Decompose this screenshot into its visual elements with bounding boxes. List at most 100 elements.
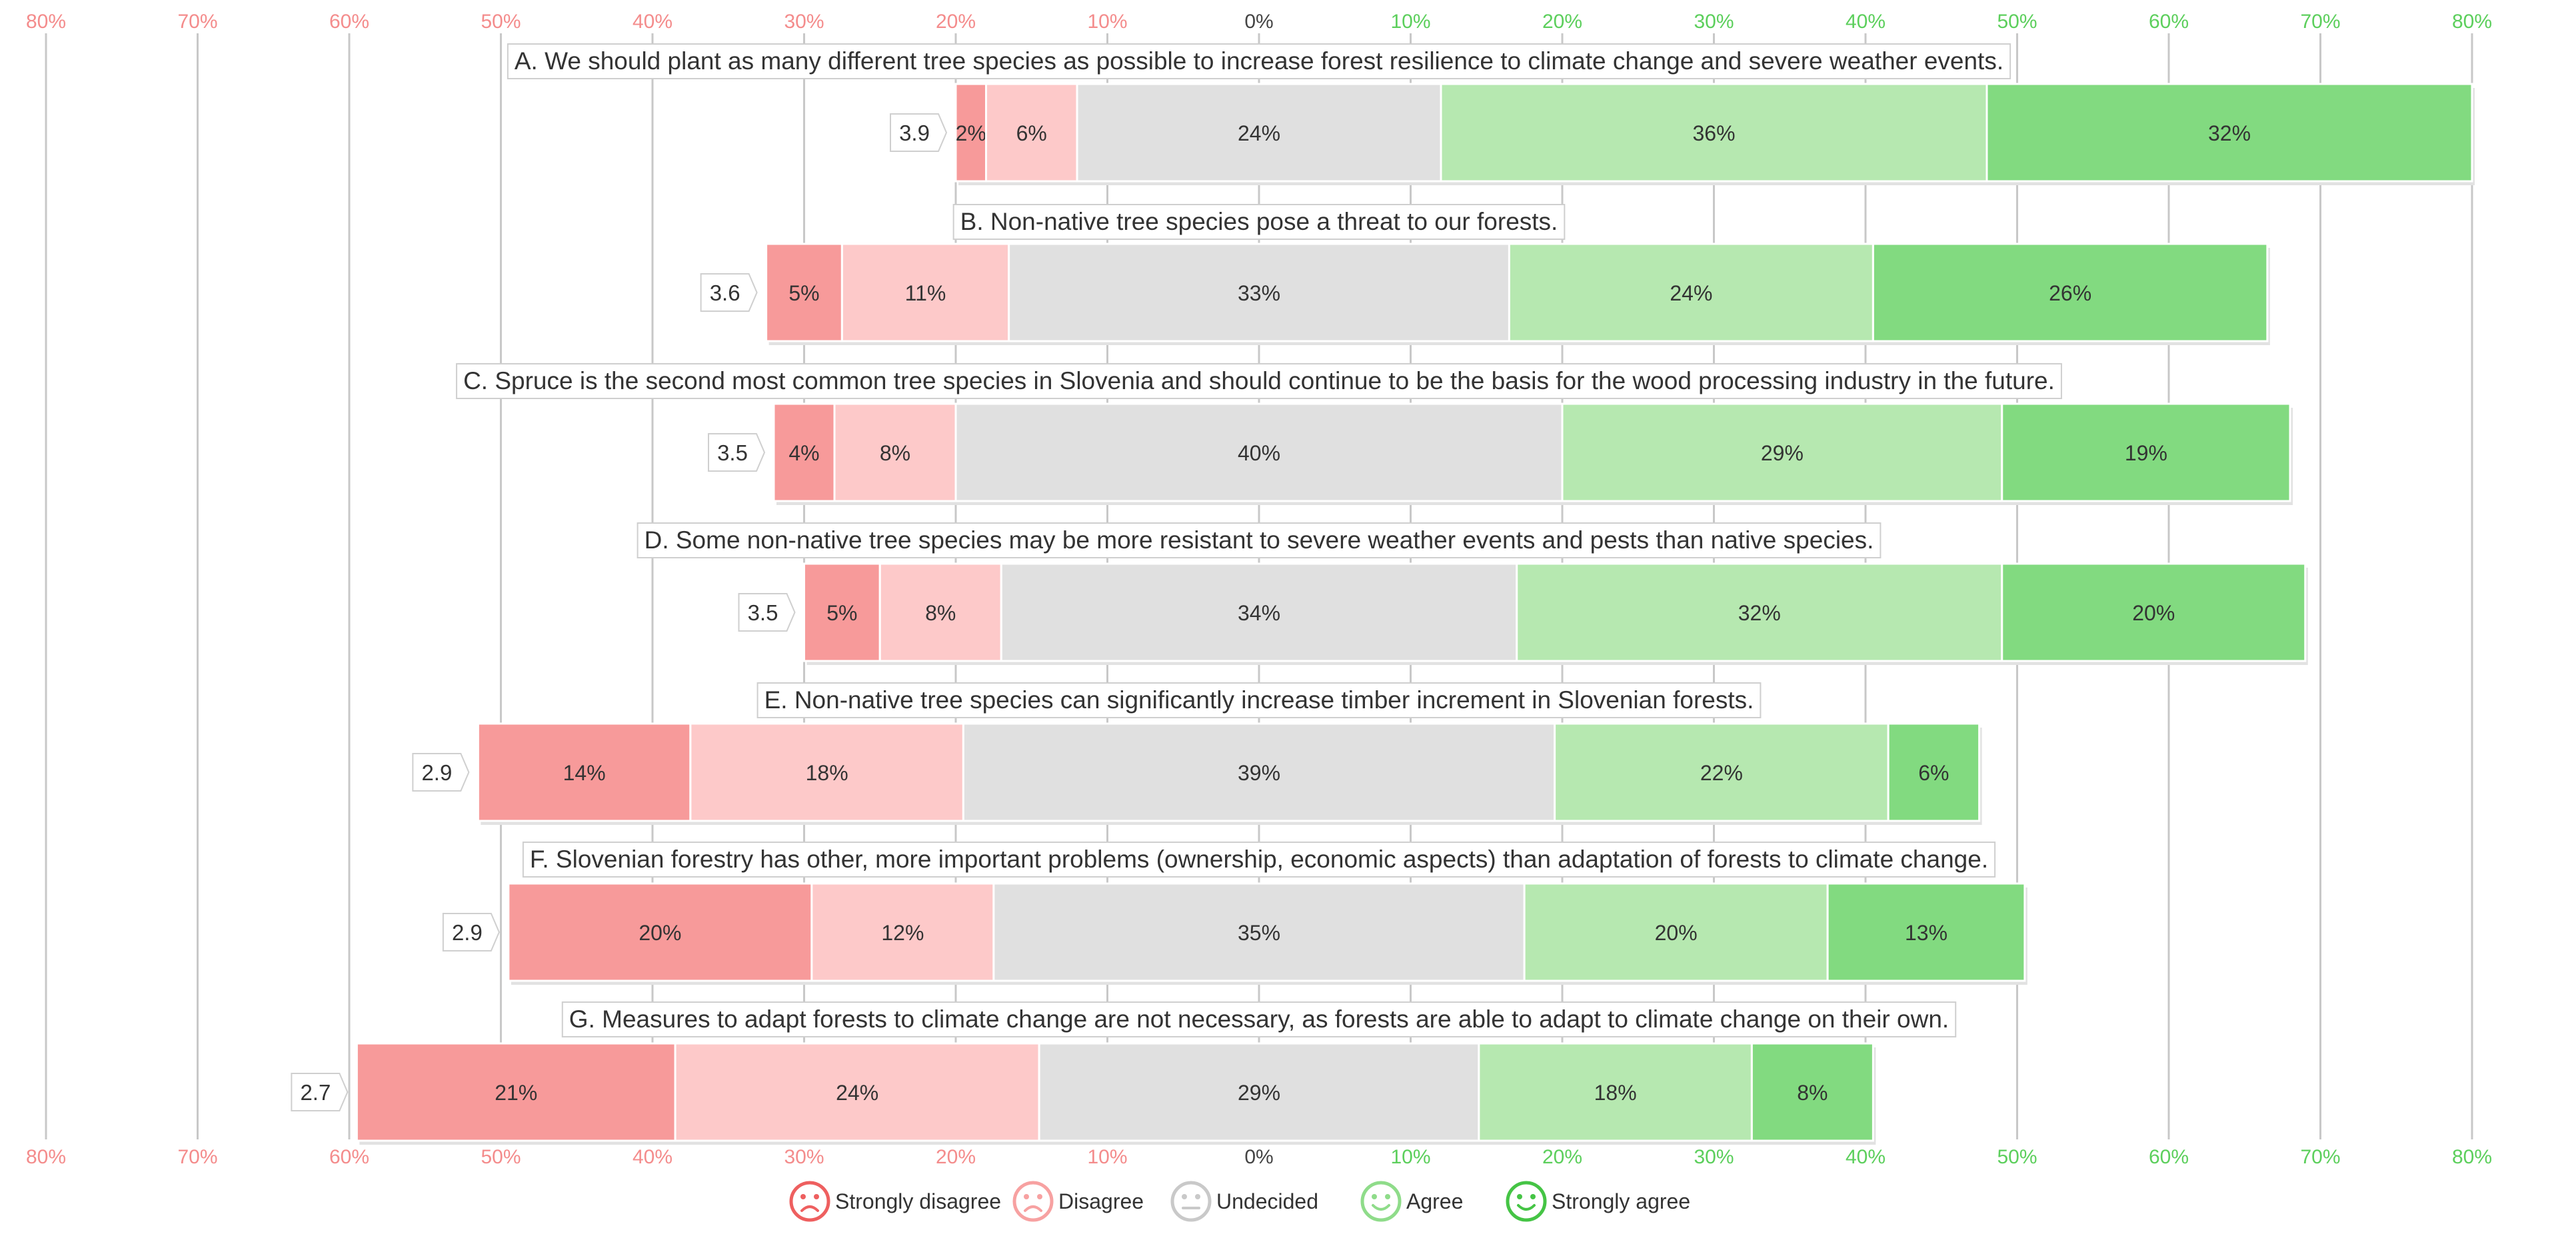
- bar-segment: [840, 243, 1010, 342]
- segment-label: 2%: [956, 121, 986, 145]
- segment-label: 36%: [1692, 121, 1735, 145]
- x-tick-label: 60%: [2149, 1146, 2189, 1168]
- legend-label: Strongly disagree: [835, 1189, 1001, 1213]
- x-tick-label: 50%: [1997, 1146, 2037, 1168]
- x-tick-label: 80%: [2452, 1146, 2492, 1168]
- legend-item: Strongly disagree: [789, 1181, 1001, 1222]
- item-row: E. Non-native tree species can significa…: [412, 682, 1982, 825]
- face-eye: [800, 1194, 806, 1199]
- segment-label: 6%: [1016, 121, 1047, 145]
- x-tick-label: 70%: [177, 1146, 217, 1168]
- segment-label: 18%: [1594, 1081, 1637, 1105]
- strongly-disagree-face-icon: [789, 1181, 830, 1222]
- bar-segment: [985, 83, 1078, 183]
- legend-label: Strongly agree: [1552, 1189, 1690, 1213]
- bar-segment: [810, 882, 995, 982]
- bar-segment: [992, 882, 1526, 982]
- bar-segment: [1826, 882, 2026, 982]
- segment-label: 26%: [2049, 281, 2091, 305]
- bar-segment: [803, 562, 881, 662]
- bar-segment: [507, 882, 813, 982]
- face-eye: [1530, 1194, 1536, 1199]
- face-outline: [1170, 1181, 1212, 1222]
- x-tick-label: 30%: [1694, 1146, 1734, 1168]
- bar-segment: [355, 1042, 676, 1142]
- face-eye: [1517, 1194, 1522, 1199]
- x-tick-label: 70%: [2300, 1146, 2340, 1168]
- legend-item: Disagree: [1012, 1181, 1144, 1222]
- segment-label: 5%: [826, 601, 857, 625]
- question-box: [561, 1001, 1957, 1037]
- bar-segment: [772, 402, 836, 502]
- legend-item: Agree: [1360, 1181, 1463, 1222]
- segment-label: 8%: [880, 441, 910, 465]
- x-tick-label: 30%: [784, 1146, 824, 1168]
- x-tick-label: 30%: [1694, 11, 1734, 33]
- x-tick-label: 0%: [1244, 11, 1273, 33]
- x-tick-label: 10%: [1390, 11, 1430, 33]
- face-eye: [1024, 1194, 1029, 1199]
- question-box: [637, 522, 1882, 558]
- face-outline: [789, 1181, 830, 1222]
- x-tick-label: 50%: [481, 1146, 521, 1168]
- x-tick-label: 30%: [784, 11, 824, 33]
- face-mouth: [1372, 1204, 1390, 1211]
- x-tick-label: 80%: [2452, 11, 2492, 33]
- x-tick-label: 20%: [1542, 11, 1582, 33]
- segment-label: 8%: [1797, 1081, 1828, 1105]
- segment-label: 6%: [1918, 761, 1949, 785]
- segment-label: 11%: [905, 281, 946, 305]
- face-outline: [1360, 1181, 1402, 1222]
- segment-label: 21%: [495, 1081, 537, 1105]
- question-box: [507, 43, 2011, 79]
- x-tick-label: 70%: [177, 11, 217, 33]
- segment-label: 32%: [1738, 601, 1781, 625]
- strongly-agree-face-icon: [1506, 1181, 1547, 1222]
- face-mouth: [1024, 1205, 1042, 1212]
- face-eye: [1182, 1194, 1187, 1199]
- segment-label: 20%: [639, 921, 681, 945]
- bar-segment: [689, 722, 964, 822]
- x-tick-label: 50%: [481, 11, 521, 33]
- mean-badge: [738, 593, 796, 632]
- x-tick-label: 60%: [2149, 11, 2189, 33]
- mean-value: 3.5: [717, 440, 748, 465]
- legend-item: Undecided: [1170, 1181, 1318, 1222]
- bar-segment: [1478, 1042, 1753, 1142]
- face-outline: [1506, 1181, 1547, 1222]
- face-eye: [1385, 1194, 1390, 1199]
- segment-label: 40%: [1238, 441, 1280, 465]
- question-label: G. Measures to adapt forests to climate …: [569, 1005, 1949, 1033]
- x-tick-label: 40%: [1846, 1146, 1886, 1168]
- mean-badge: [442, 913, 500, 951]
- agree-face-icon: [1360, 1181, 1402, 1222]
- x-tick-label: 20%: [1542, 1146, 1582, 1168]
- segment-label: 34%: [1238, 601, 1280, 625]
- segment-label: 20%: [1655, 921, 1698, 945]
- segment-label: 24%: [836, 1081, 878, 1105]
- segment-label: 20%: [2132, 601, 2175, 625]
- question-box: [952, 204, 1566, 240]
- legend-item: Strongly agree: [1506, 1181, 1690, 1222]
- bar-segment: [954, 402, 1564, 502]
- question-label: E. Non-native tree species can significa…: [764, 686, 1754, 714]
- segment-label: 19%: [2125, 441, 2167, 465]
- bar-segment: [2001, 402, 2291, 502]
- mean-value: 2.7: [300, 1080, 331, 1105]
- x-tick-label: 50%: [1997, 11, 2037, 33]
- segment-label: 29%: [1238, 1081, 1280, 1105]
- x-tick-label: 80%: [26, 11, 66, 33]
- x-tick-label: 40%: [633, 11, 672, 33]
- question-box: [756, 682, 1762, 718]
- segment-label: 13%: [1905, 921, 1947, 945]
- bar-segment: [477, 722, 692, 822]
- question-label: D. Some non-native tree species may be m…: [644, 526, 1874, 554]
- bar-segment: [1985, 83, 2473, 183]
- face-mouth: [1517, 1204, 1536, 1211]
- x-axis-bottom: 80% 70% 60% 50% 40% 30% 20% 10% 0% 10% 20% 30% 40% 50…: [26, 1146, 2492, 1168]
- item-row: C. Spruce is the second most common tree…: [456, 363, 2293, 505]
- face-outline: [1012, 1181, 1054, 1222]
- segment-label: 18%: [806, 761, 848, 785]
- segment-label: 29%: [1761, 441, 1804, 465]
